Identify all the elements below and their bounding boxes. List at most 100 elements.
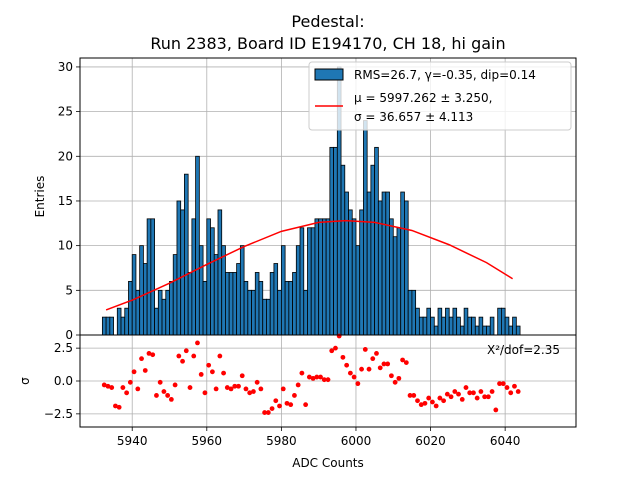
residual-point (183, 348, 189, 354)
residual-point (347, 370, 353, 376)
residual-point (154, 393, 159, 398)
histogram-bar (288, 280, 293, 336)
histogram-bar (280, 245, 286, 336)
residual-point (206, 362, 212, 368)
histogram-y-tick-label: 30 (58, 60, 73, 74)
residual-point (187, 385, 193, 390)
residual-point (471, 390, 476, 396)
residual-point (247, 390, 253, 396)
residual-point (448, 394, 454, 400)
residual-point (295, 382, 301, 388)
residual-point (310, 375, 316, 381)
residual-point (508, 390, 514, 396)
histogram-bar (459, 325, 465, 336)
residual-point (463, 385, 469, 390)
histogram-bar (478, 316, 484, 336)
histogram-bar (243, 280, 249, 336)
residual-point (433, 403, 439, 409)
residual-point (377, 365, 383, 371)
histogram-bar (195, 155, 200, 336)
histogram-bar (172, 254, 178, 336)
residual-point (221, 370, 226, 376)
histogram-bar (236, 263, 241, 336)
histogram-bar (131, 254, 137, 336)
residual-point (474, 395, 480, 401)
histogram-bar (344, 191, 349, 336)
residual-point (411, 393, 417, 398)
histogram-bar (471, 316, 476, 336)
histogram-bar (512, 316, 517, 336)
residual-point (284, 400, 290, 406)
residual-point (146, 351, 152, 356)
histogram-bar (202, 280, 208, 336)
histogram-bar (254, 272, 260, 336)
residual-point (142, 368, 148, 373)
residual-point (150, 352, 156, 358)
histogram-bar (497, 307, 502, 336)
histogram-bar (198, 245, 204, 336)
histogram-bar (418, 316, 424, 336)
histogram-bar (277, 289, 282, 336)
histogram-bar (292, 272, 297, 336)
residual-point (355, 381, 361, 387)
residual-point (209, 369, 215, 375)
histogram-bar (191, 218, 197, 336)
residual-point (456, 391, 461, 397)
histogram-bar (225, 272, 230, 336)
residual-point (325, 377, 331, 383)
histogram-bar (515, 325, 521, 336)
histogram-bar (400, 191, 405, 336)
histogram-bar (176, 200, 182, 336)
residual-point (299, 370, 305, 376)
histogram-bar (184, 173, 189, 336)
histogram-bar (273, 263, 279, 336)
histogram-y-ticks: 0 5 10 15 20 25 30 (58, 60, 80, 342)
residual-point (213, 386, 219, 392)
histogram-bar (165, 289, 170, 336)
histogram-bar (210, 227, 215, 336)
legend-fit-label-line2: σ = 36.657 ± 4.113 (354, 110, 473, 124)
histogram-bar (426, 307, 431, 336)
histogram-bar (433, 325, 439, 336)
residual-point (362, 347, 368, 352)
histogram-y-tick-label: 25 (58, 105, 73, 119)
histogram-bar (146, 218, 152, 336)
histogram-bar (116, 307, 122, 336)
histogram-bar (448, 316, 454, 336)
histogram-bar (430, 316, 435, 336)
residual-point (303, 402, 309, 408)
residual-point (493, 407, 499, 413)
residual-point (273, 398, 279, 404)
histogram-bar (452, 307, 458, 336)
residual-point (243, 386, 249, 392)
histogram-bar (228, 272, 234, 336)
histogram-bar (333, 146, 338, 336)
histogram-bar (128, 280, 133, 336)
histogram-bar (322, 218, 327, 336)
histogram-bar (239, 245, 245, 336)
histogram-bar (299, 227, 305, 336)
residual-point (131, 369, 137, 375)
histogram-bar (142, 263, 148, 336)
x-tick-label: 5960 (192, 434, 223, 448)
histogram-bar (232, 272, 238, 336)
residual-point (351, 374, 357, 380)
residual-point (426, 395, 432, 401)
histogram-bar (266, 298, 271, 336)
histogram-bar (411, 289, 417, 336)
histogram-bar (139, 245, 144, 336)
histogram-bar (359, 209, 364, 336)
residual-point (340, 354, 346, 360)
histogram-bar (150, 218, 155, 336)
residual-point (176, 353, 182, 359)
residual-point (254, 379, 260, 385)
histogram-bar (437, 307, 443, 336)
residual-point (161, 389, 167, 394)
legend-histogram-swatch (314, 68, 344, 81)
residual-point (459, 397, 465, 402)
residual-point (497, 381, 502, 387)
histogram-bar (474, 325, 480, 336)
residual-point (277, 403, 282, 409)
x-tick-label: 6000 (341, 434, 372, 448)
